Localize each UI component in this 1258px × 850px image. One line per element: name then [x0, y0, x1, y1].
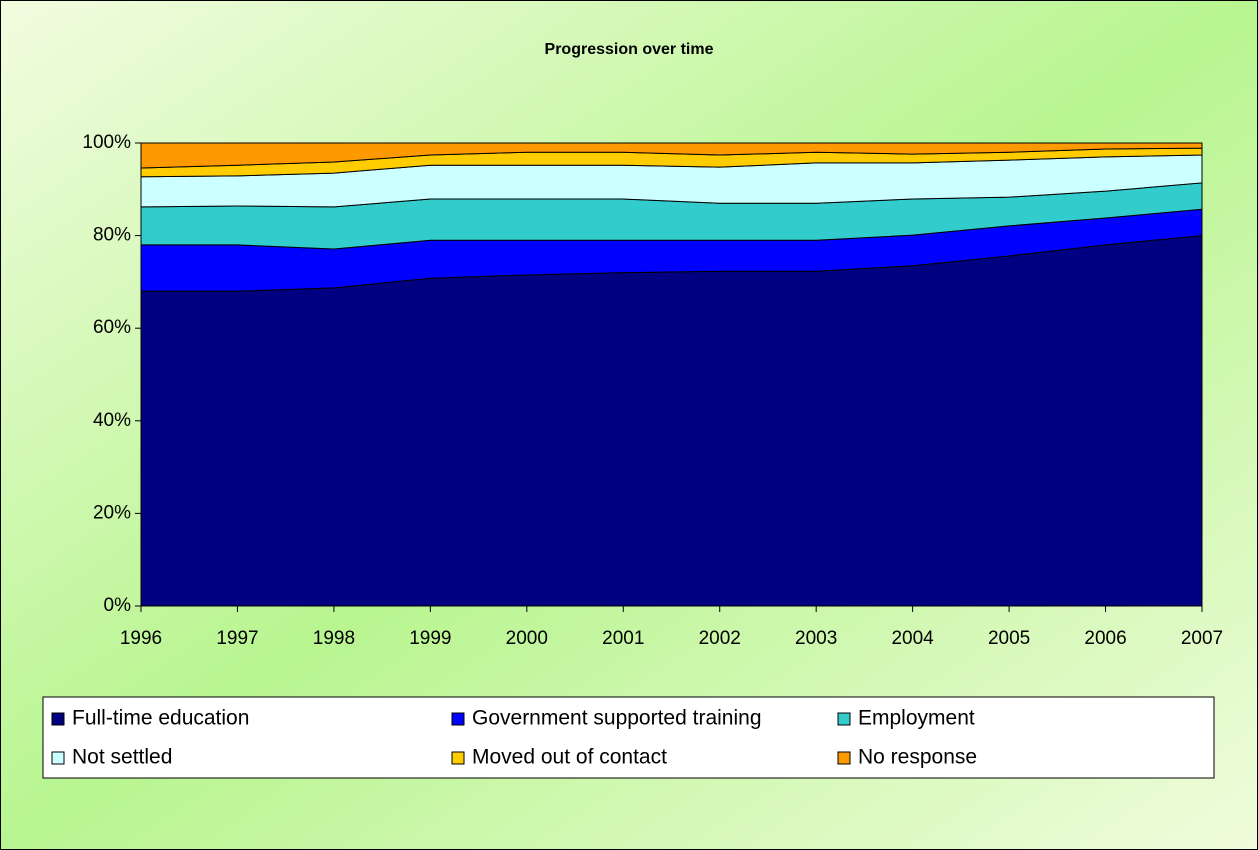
legend-swatch [451, 751, 465, 765]
x-tick-label: 2007 [1181, 628, 1223, 649]
x-tick-label: 2000 [506, 628, 548, 649]
y-tick-label: 40% [93, 410, 131, 431]
legend-label: Moved out of contact [472, 746, 667, 769]
x-tick-label: 2005 [988, 628, 1030, 649]
y-tick-label: 20% [93, 502, 131, 523]
legend-swatch [51, 751, 65, 765]
y-tick-label: 80% [93, 225, 131, 246]
x-tick-label: 2006 [1084, 628, 1126, 649]
y-tick-label: 60% [93, 317, 131, 338]
y-tick-label: 0% [104, 595, 132, 616]
chart-title: Progression over time [545, 41, 714, 58]
legend-swatch [451, 712, 465, 726]
legend-label: No response [858, 746, 977, 769]
x-tick-label: 1998 [313, 628, 355, 649]
area [140, 235, 1203, 607]
legend-label: Not settled [72, 746, 172, 769]
x-tick-label: 1997 [216, 628, 258, 649]
legend-label: Government supported training [472, 707, 762, 730]
x-tick-label: 2003 [795, 628, 837, 649]
legend-swatch [837, 712, 851, 726]
legend-swatch [51, 712, 65, 726]
y-tick-label: 100% [82, 132, 131, 153]
legend-label: Full-time education [72, 707, 249, 730]
area [140, 142, 1203, 169]
legend-box [42, 696, 1215, 779]
x-tick-label: 2002 [699, 628, 741, 649]
x-tick-label: 1999 [409, 628, 451, 649]
x-tick-label: 2001 [602, 628, 644, 649]
legend-swatch [837, 751, 851, 765]
legend-label: Employment [858, 707, 975, 730]
x-tick-label: 1996 [120, 628, 162, 649]
x-tick-label: 2004 [891, 628, 934, 649]
